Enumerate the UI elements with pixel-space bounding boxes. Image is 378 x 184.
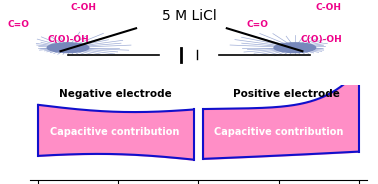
Text: Negative electrode: Negative electrode [59, 89, 172, 99]
Circle shape [47, 43, 89, 53]
Circle shape [274, 43, 316, 53]
Text: Capacitive contribution: Capacitive contribution [214, 128, 343, 137]
Text: C(O)-OH: C(O)-OH [47, 35, 89, 44]
Text: C-OH: C-OH [70, 3, 96, 12]
Text: C-OH: C-OH [316, 3, 342, 12]
Text: 5 M LiCl: 5 M LiCl [162, 9, 216, 23]
Text: Positive electrode: Positive electrode [233, 89, 340, 99]
Text: Capacitive contribution: Capacitive contribution [50, 128, 180, 137]
Text: C=O: C=O [8, 20, 30, 29]
Text: C(O)-OH: C(O)-OH [301, 35, 342, 44]
Text: C=O: C=O [246, 20, 268, 29]
